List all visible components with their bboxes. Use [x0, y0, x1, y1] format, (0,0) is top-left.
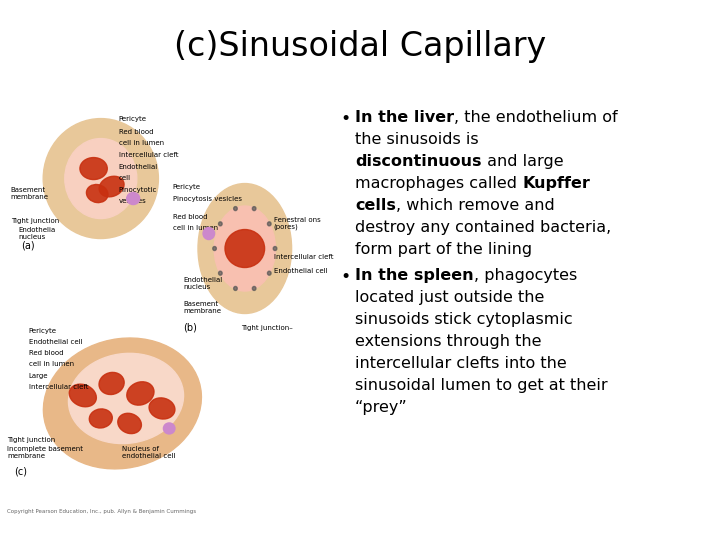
Ellipse shape — [252, 286, 256, 291]
Text: (a): (a) — [22, 240, 35, 251]
Text: Endothelial
nucleus: Endothelial nucleus — [184, 276, 223, 289]
Text: cell in lumen: cell in lumen — [29, 361, 74, 367]
Ellipse shape — [213, 247, 217, 251]
Text: Nucleus of
endothelial cell: Nucleus of endothelial cell — [122, 447, 176, 460]
Text: Copyright Pearson Education, Inc., pub. Allyn & Benjamin Cummings: Copyright Pearson Education, Inc., pub. … — [7, 509, 197, 515]
Text: Red blood: Red blood — [29, 350, 63, 356]
Text: the sinusoids is: the sinusoids is — [355, 132, 479, 147]
Text: Pericyte: Pericyte — [119, 116, 147, 122]
Text: form part of the lining: form part of the lining — [355, 242, 532, 257]
Text: Intercellular cleft: Intercellular cleft — [119, 152, 179, 158]
Text: located just outside the: located just outside the — [355, 290, 544, 305]
Text: (b): (b) — [184, 322, 197, 333]
Ellipse shape — [118, 413, 141, 434]
Ellipse shape — [43, 338, 202, 469]
Ellipse shape — [68, 353, 184, 443]
Text: cells: cells — [355, 198, 396, 213]
Ellipse shape — [234, 286, 238, 291]
Text: , which remove and: , which remove and — [396, 198, 554, 213]
Ellipse shape — [198, 184, 292, 314]
Text: Red blood: Red blood — [119, 129, 153, 134]
Ellipse shape — [215, 206, 276, 291]
Text: Red blood: Red blood — [173, 213, 207, 220]
Ellipse shape — [219, 222, 222, 226]
Text: Pinocytotic: Pinocytotic — [119, 186, 157, 193]
Text: and large: and large — [482, 154, 563, 169]
Text: macrophages called: macrophages called — [355, 176, 522, 191]
Text: Tight junction: Tight junction — [7, 437, 55, 443]
Text: intercellular clefts into the: intercellular clefts into the — [355, 356, 567, 371]
Text: •: • — [340, 110, 350, 128]
Text: Intercellular cleft: Intercellular cleft — [29, 384, 89, 390]
Text: Tight junction–: Tight junction– — [241, 326, 293, 332]
Text: , the endothelium of: , the endothelium of — [454, 110, 618, 125]
Ellipse shape — [149, 398, 175, 419]
Ellipse shape — [252, 207, 256, 211]
Ellipse shape — [163, 423, 175, 434]
Text: cell: cell — [119, 174, 131, 180]
Text: Basement
membrane: Basement membrane — [184, 301, 222, 314]
Ellipse shape — [203, 227, 215, 240]
Text: (c): (c) — [14, 467, 27, 476]
Ellipse shape — [43, 119, 158, 239]
Text: Fenestral ons
(pores): Fenestral ons (pores) — [274, 217, 320, 230]
Text: (c)Sinusoidal Capillary: (c)Sinusoidal Capillary — [174, 30, 546, 63]
Text: extensions through the: extensions through the — [355, 334, 541, 349]
Ellipse shape — [225, 230, 265, 267]
Text: Pinocytosis vesicles: Pinocytosis vesicles — [173, 195, 242, 201]
Ellipse shape — [65, 139, 137, 219]
Text: sinusoids stick cytoplasmic: sinusoids stick cytoplasmic — [355, 312, 572, 327]
Ellipse shape — [86, 185, 108, 202]
Ellipse shape — [267, 222, 271, 226]
Ellipse shape — [99, 176, 124, 197]
Text: destroy any contained bacteria,: destroy any contained bacteria, — [355, 220, 611, 235]
Text: “prey”: “prey” — [355, 400, 408, 415]
Text: In the spleen: In the spleen — [355, 268, 474, 283]
Ellipse shape — [99, 373, 124, 395]
Text: vesicles: vesicles — [119, 198, 147, 204]
Text: Pericyte: Pericyte — [173, 184, 201, 190]
Ellipse shape — [267, 271, 271, 275]
Text: Endothelial cell: Endothelial cell — [29, 340, 82, 346]
Text: Large: Large — [29, 374, 48, 380]
Text: Kupffer: Kupffer — [522, 176, 590, 191]
Ellipse shape — [69, 384, 96, 407]
Text: Endothelia
nucleus: Endothelia nucleus — [18, 226, 55, 240]
Ellipse shape — [127, 193, 140, 205]
Text: In the liver: In the liver — [355, 110, 454, 125]
Text: Intercellular cleft: Intercellular cleft — [274, 253, 333, 260]
Text: Pericyte: Pericyte — [29, 328, 57, 334]
Text: sinusoidal lumen to get at their: sinusoidal lumen to get at their — [355, 378, 608, 393]
Ellipse shape — [274, 247, 277, 251]
Text: •: • — [340, 268, 350, 286]
Ellipse shape — [127, 382, 154, 405]
Text: cell in lumen: cell in lumen — [173, 225, 218, 231]
Ellipse shape — [234, 207, 238, 211]
Text: discontinuous: discontinuous — [355, 154, 482, 169]
Text: Basement
membrane: Basement membrane — [11, 186, 49, 200]
Text: Endothelial: Endothelial — [119, 164, 158, 170]
Ellipse shape — [80, 158, 107, 180]
Ellipse shape — [219, 271, 222, 275]
Text: Endothelial cell: Endothelial cell — [274, 267, 327, 274]
Text: Tight junction: Tight junction — [11, 218, 59, 224]
Text: , phagocytes: , phagocytes — [474, 268, 577, 283]
Text: Incomplete basement
membrane: Incomplete basement membrane — [7, 447, 84, 460]
Ellipse shape — [89, 409, 112, 428]
Text: cell in lumen: cell in lumen — [119, 139, 164, 146]
